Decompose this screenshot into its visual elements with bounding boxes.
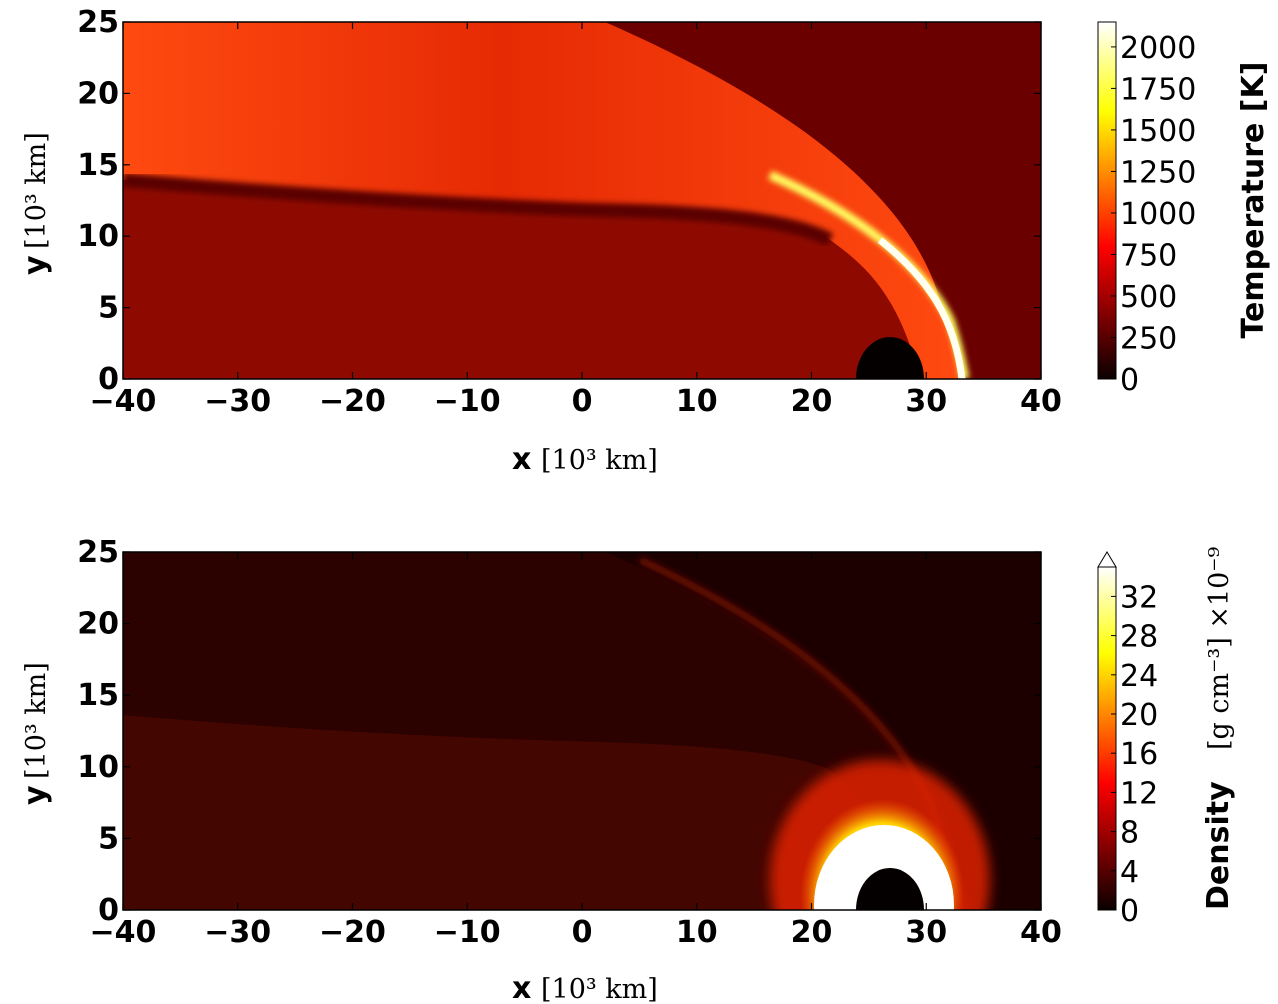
x-tick-label: −40 <box>90 915 157 950</box>
y-tick-label: 5 <box>98 821 119 856</box>
y-tick-label: 20 <box>77 76 119 111</box>
colorbar-tick-label: 16 <box>1120 737 1158 772</box>
temperature-panel: −40 −30 −20 −10 0 10 20 30 40 0 5 10 15 20 25 x [10³ k… <box>18 5 1271 477</box>
temperature-ylabel-var: y <box>18 255 53 275</box>
x-tick-label: 30 <box>905 915 947 950</box>
x-tick-label: 20 <box>791 915 833 950</box>
density-colorbar <box>1097 566 1117 911</box>
density-ylabel-var: y <box>18 785 53 805</box>
colorbar-tick-label: 2000 <box>1120 31 1196 66</box>
temperature-colorbar-ticks: 0 250 500 750 1000 1250 1500 1750 2000 <box>1111 31 1196 398</box>
x-tick-label: 40 <box>1020 915 1062 950</box>
temperature-wake <box>123 180 920 379</box>
x-tick-label: 30 <box>905 384 947 419</box>
colorbar-tick-label: 750 <box>1120 238 1177 273</box>
temperature-colorbar <box>1097 21 1117 380</box>
y-tick-label: 15 <box>77 678 119 713</box>
density-heatmap <box>123 552 1041 910</box>
density-wake <box>123 715 920 910</box>
x-tick-label: −20 <box>319 915 386 950</box>
colorbar-tick-label: 8 <box>1120 816 1139 851</box>
density-colorbar-extend <box>1097 551 1117 568</box>
colorbar-tick-label: 24 <box>1120 659 1158 694</box>
colorbar-tick-label: 1250 <box>1120 155 1196 190</box>
colorbar-tick-label: 1000 <box>1120 197 1196 232</box>
y-tick-label: 0 <box>98 893 119 928</box>
x-tick-label: 40 <box>1020 384 1062 419</box>
colorbar-tick-label: 1750 <box>1120 72 1196 107</box>
density-colorbar-label: Density [g cm⁻³] ×10⁻⁹ <box>1201 546 1236 910</box>
x-tick-label: 10 <box>676 384 718 419</box>
density-xlabel-unit: [10³ km] <box>541 974 658 1004</box>
colorbar-tick-label: 4 <box>1120 855 1139 890</box>
colorbar-tick-label: 32 <box>1120 580 1158 615</box>
temperature-colorbar-label: Temperature [K] <box>1236 62 1271 339</box>
density-body <box>856 868 924 910</box>
y-tick-label: 20 <box>77 607 119 642</box>
y-tick-label: 25 <box>77 5 119 40</box>
density-axis-ticks: −40 −30 −20 −10 0 10 20 30 40 0 5 10 15 20 25 <box>77 535 1062 950</box>
density-ylabel-unit: [10³ km] <box>21 662 52 779</box>
x-tick-label: 0 <box>572 915 593 950</box>
temperature-shear-layer <box>123 173 834 247</box>
y-tick-label: 10 <box>77 750 119 785</box>
colorbar-tick-label: 250 <box>1120 321 1177 356</box>
y-tick-label: 0 <box>98 362 119 397</box>
density-colorbar-ticks: 0 4 8 12 16 20 24 28 32 <box>1111 580 1158 929</box>
y-tick-label: 5 <box>98 291 119 326</box>
colorbar-tick-label: 20 <box>1120 698 1158 733</box>
x-tick-label: −10 <box>434 384 501 419</box>
y-tick-label: 10 <box>77 219 119 254</box>
temperature-ylabel: y [10³ km] <box>18 132 53 275</box>
temperature-xlabel-unit: [10³ km] <box>541 445 658 476</box>
temperature-xlabel-var: x <box>512 442 531 477</box>
x-tick-label: 0 <box>572 384 593 419</box>
colorbar-tick-label: 12 <box>1120 776 1158 811</box>
y-tick-label: 15 <box>77 148 119 183</box>
x-tick-label: −10 <box>434 915 501 950</box>
colorbar-tick-label: 0 <box>1120 363 1139 398</box>
density-xlabel-var: x <box>512 971 531 1004</box>
x-tick-label: −30 <box>204 915 271 950</box>
x-tick-label: −40 <box>90 384 157 419</box>
colorbar-tick-label: 0 <box>1120 894 1139 929</box>
y-tick-label: 25 <box>77 535 119 570</box>
temperature-axis-ticks: −40 −30 −20 −10 0 10 20 30 40 0 5 10 15 20 25 <box>77 5 1062 419</box>
colorbar-tick-label: 28 <box>1120 620 1158 655</box>
temperature-body <box>856 337 924 379</box>
temperature-shock-core <box>877 237 966 379</box>
density-colorbar-label-name: Density <box>1201 781 1236 910</box>
density-ylabel: y [10³ km] <box>18 662 53 805</box>
x-tick-label: −30 <box>204 384 271 419</box>
temperature-heatmap <box>123 22 1041 379</box>
colorbar-tick-label: 500 <box>1120 280 1177 315</box>
colorbar-tick-label: 1500 <box>1120 114 1196 149</box>
density-colorbar-label-unit: [g cm⁻³] ×10⁻⁹ <box>1204 546 1235 750</box>
x-tick-label: 20 <box>791 384 833 419</box>
x-tick-label: −20 <box>319 384 386 419</box>
x-tick-label: 10 <box>676 915 718 950</box>
temperature-ylabel-unit: [10³ km] <box>21 132 52 249</box>
